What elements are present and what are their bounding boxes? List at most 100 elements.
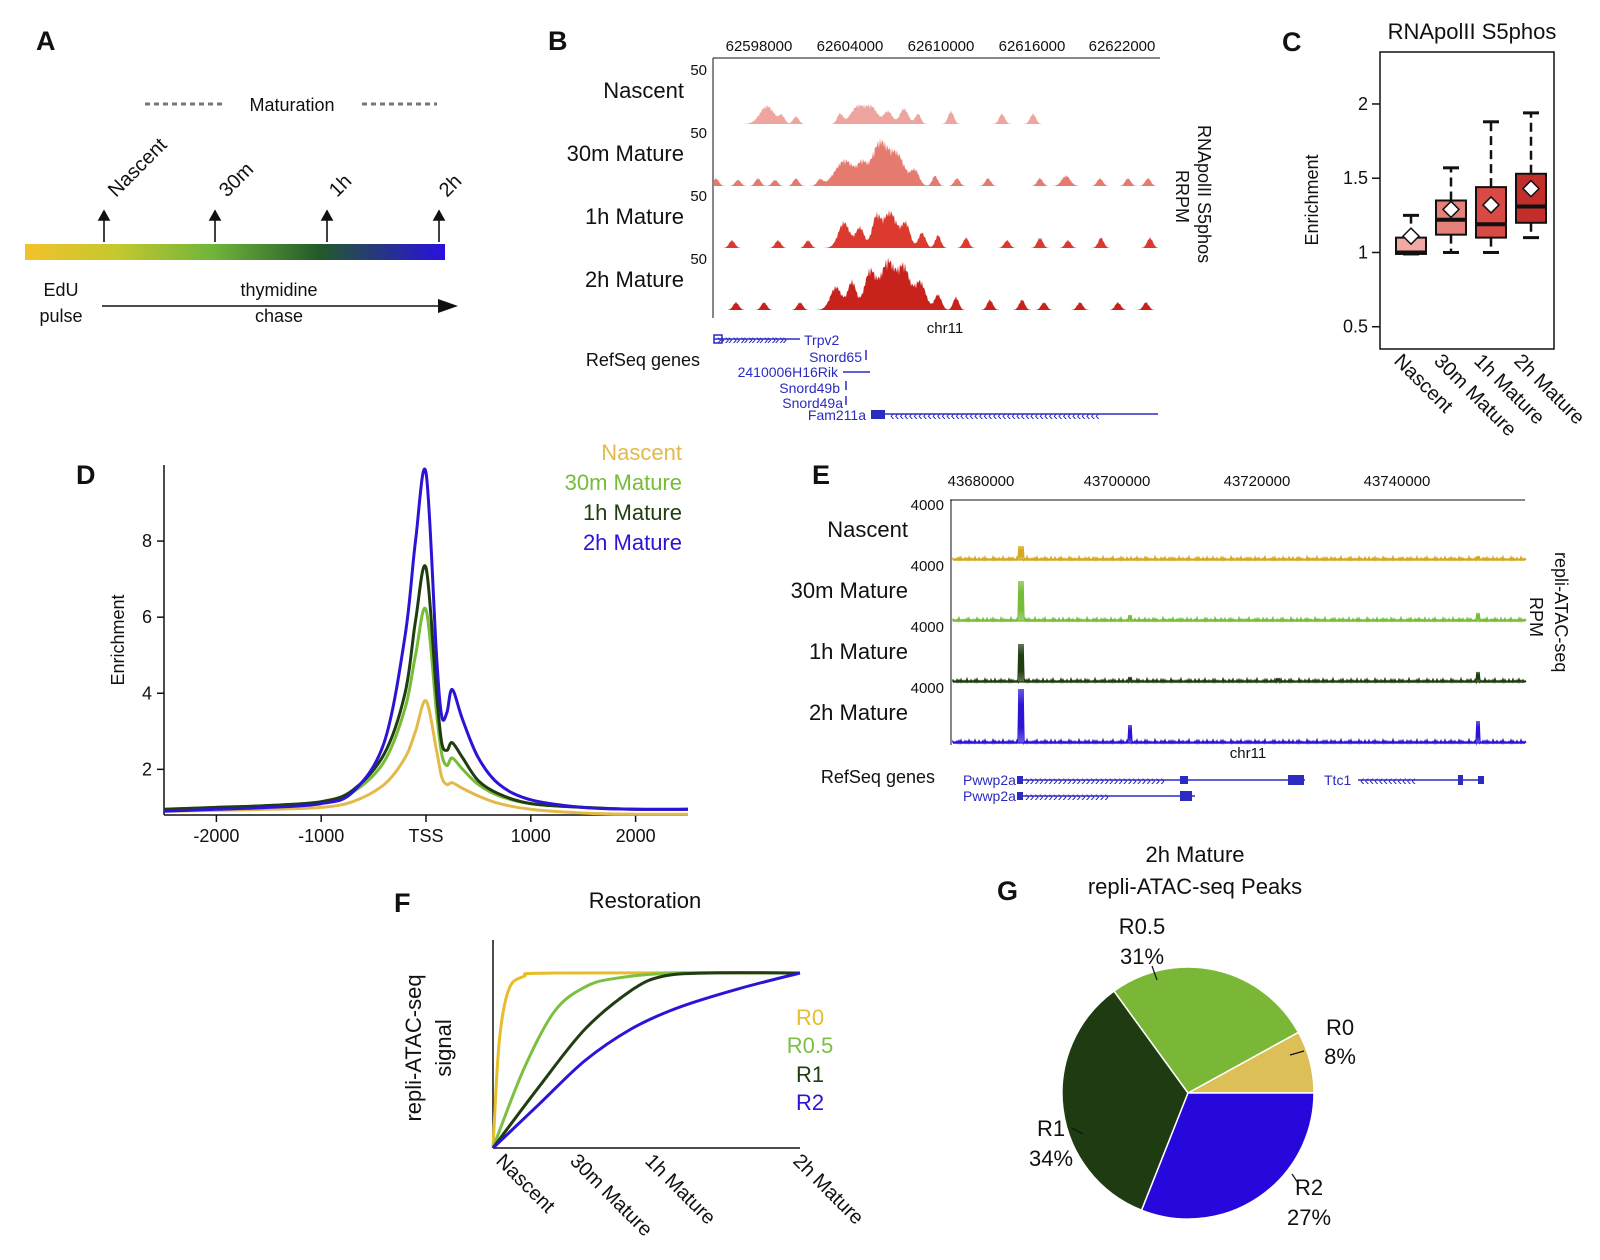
b-gene-snord49b: Snord49b — [779, 380, 840, 396]
e-coord-tick: 43740000 — [1364, 473, 1431, 490]
edu-label-2: pulse — [39, 306, 82, 326]
d-xtick-label: TSS — [408, 826, 443, 846]
d-legend-30m: 30m Mature — [565, 470, 682, 495]
b-scale-label: 50 — [690, 188, 707, 205]
f-title: Restoration — [589, 888, 702, 913]
b-chrom-label: chr11 — [927, 320, 963, 337]
b-scale-label: 50 — [690, 125, 707, 142]
b-track-label-30m: 30m Mature — [567, 141, 684, 166]
e-refseq-label: RefSeq genes — [821, 767, 935, 787]
e-side-label-2: RPM — [1526, 597, 1546, 637]
svg-text:››››››››››››››››››: ›››››››››››››››››› — [1025, 788, 1109, 804]
f-legend-r2: R2 — [796, 1090, 824, 1115]
f-legend: R0 R0.5 R1 R2 — [787, 1005, 833, 1115]
g-pct-r05: 31% — [1120, 944, 1164, 969]
g-slice-labels: R0 8% R2 27% R1 34% R0.5 31% — [1029, 914, 1356, 1230]
d-ytick-label: 8 — [142, 531, 152, 551]
e-coord-tick: 43680000 — [948, 473, 1015, 490]
g-pie-slice — [1140, 1092, 1315, 1220]
f-legend-r05: R0.5 — [787, 1033, 833, 1058]
g-title-1: 2h Mature — [1145, 842, 1244, 867]
e-gene-ttc1: Ttc1 — [1324, 772, 1351, 788]
b-gene-fam211a: Fam211a — [808, 407, 866, 423]
d-xtick-label: 2000 — [616, 826, 656, 846]
f-xtick-label: 2h Mature — [788, 1150, 867, 1229]
d-series-line — [163, 606, 689, 811]
g-label-r05: R0.5 — [1119, 914, 1165, 939]
c-y-axis: 0.5 1 1.5 2 — [1343, 94, 1380, 337]
e-coordinate-axis: 43680000 43700000 43720000 43740000 — [948, 473, 1525, 501]
b-track-label-2h: 2h Mature — [585, 267, 684, 292]
b-side-label-2: RRPM — [1172, 170, 1192, 223]
b-signal-tracks — [714, 103, 1158, 310]
b-track-label-nascent: Nascent — [603, 78, 684, 103]
f-series-line — [491, 971, 801, 1149]
c-ytick-label: 0.5 — [1343, 317, 1368, 337]
e-gene-pwwp2a: Pwwp2a — [963, 772, 1016, 788]
chase-arrow-head — [438, 299, 458, 313]
e-track-label-nascent: Nascent — [827, 517, 908, 542]
d-ytick-label: 4 — [142, 683, 152, 703]
panel-e: E 43680000 43700000 43720000 43740000 Na… — [791, 460, 1571, 804]
panel-a: A Maturation Nascent 30m 1h 2h EdU pulse… — [25, 26, 466, 326]
maturation-label: Maturation — [249, 95, 334, 115]
e-track-signal — [952, 580, 1527, 623]
panel-b: B 62598000 62604000 62610000 62616000 62… — [548, 26, 1214, 423]
b-gene-snord65: Snord65 — [809, 349, 862, 365]
g-pct-r1: 34% — [1029, 1146, 1073, 1171]
d-ytick-label: 2 — [142, 759, 152, 779]
b-track-signal — [714, 209, 1158, 248]
f-xtick-label: 1h Mature — [640, 1150, 719, 1229]
b-refseq-label: RefSeq genes — [586, 350, 700, 370]
panel-letter-d: D — [76, 460, 96, 490]
svg-text:‹‹‹‹‹‹‹‹‹‹‹‹: ‹‹‹‹‹‹‹‹‹‹‹‹ — [1360, 772, 1416, 788]
b-track-signal — [714, 257, 1158, 310]
b-side-label-1: RNApolII S5phos — [1194, 125, 1214, 263]
panel-letter-b: B — [548, 26, 568, 56]
c-ytick-label: 1.5 — [1343, 168, 1368, 188]
maturation-gradient-bar — [25, 244, 445, 260]
d-legend-2h: 2h Mature — [583, 530, 682, 555]
chase-label-2: chase — [255, 306, 303, 326]
d-series-line — [163, 699, 689, 816]
b-coord-tick: 62598000 — [726, 38, 793, 55]
e-track-signal — [952, 545, 1527, 563]
g-label-r0: R0 — [1326, 1015, 1354, 1040]
c-ylabel: Enrichment — [1302, 154, 1322, 245]
g-pie-slice — [1112, 966, 1300, 1094]
g-pie-slice — [1061, 990, 1189, 1212]
g-label-r2: R2 — [1295, 1175, 1323, 1200]
e-side-label-1: repli-ATAC-seq — [1551, 552, 1571, 672]
d-series-line — [163, 564, 689, 811]
b-gene-trpv2: Trpv2 — [804, 332, 839, 348]
b-coord-tick: 62622000 — [1089, 38, 1156, 55]
e-track-signal — [952, 688, 1527, 746]
b-coordinate-axis: 62598000 62604000 62610000 62616000 6262… — [713, 38, 1160, 59]
c-plot-frame — [1379, 51, 1555, 350]
timepoint-label-nascent: Nascent — [104, 134, 172, 202]
d-legend-nascent: Nascent — [601, 440, 682, 465]
g-pct-r0: 8% — [1324, 1044, 1356, 1069]
e-scale-label: 4000 — [911, 497, 944, 514]
f-ylabel-1: repli-ATAC-seq — [401, 974, 426, 1121]
g-leader-r05 — [1151, 965, 1158, 981]
e-signal-tracks — [952, 545, 1527, 746]
panel-letter-e: E — [812, 460, 830, 490]
b-coord-tick: 62604000 — [817, 38, 884, 55]
d-ytick-label: 6 — [142, 607, 152, 627]
e-scale-label: 4000 — [911, 619, 944, 636]
f-legend-r1: R1 — [796, 1062, 824, 1087]
f-xtick-label: Nascent — [491, 1150, 559, 1218]
b-coord-tick: 62616000 — [999, 38, 1066, 55]
f-series-lines — [491, 971, 801, 1150]
f-legend-r0: R0 — [796, 1005, 824, 1030]
c-ytick-label: 2 — [1358, 94, 1368, 114]
panel-g: G 2h Mature repli-ATAC-seq Peaks R0 8% R… — [997, 842, 1356, 1230]
g-title-2: repli-ATAC-seq Peaks — [1088, 874, 1302, 899]
b-gene-snord49a: Snord49a — [782, 395, 843, 411]
timepoint-label-2h: 2h — [435, 170, 466, 201]
f-series-line — [491, 971, 801, 1149]
